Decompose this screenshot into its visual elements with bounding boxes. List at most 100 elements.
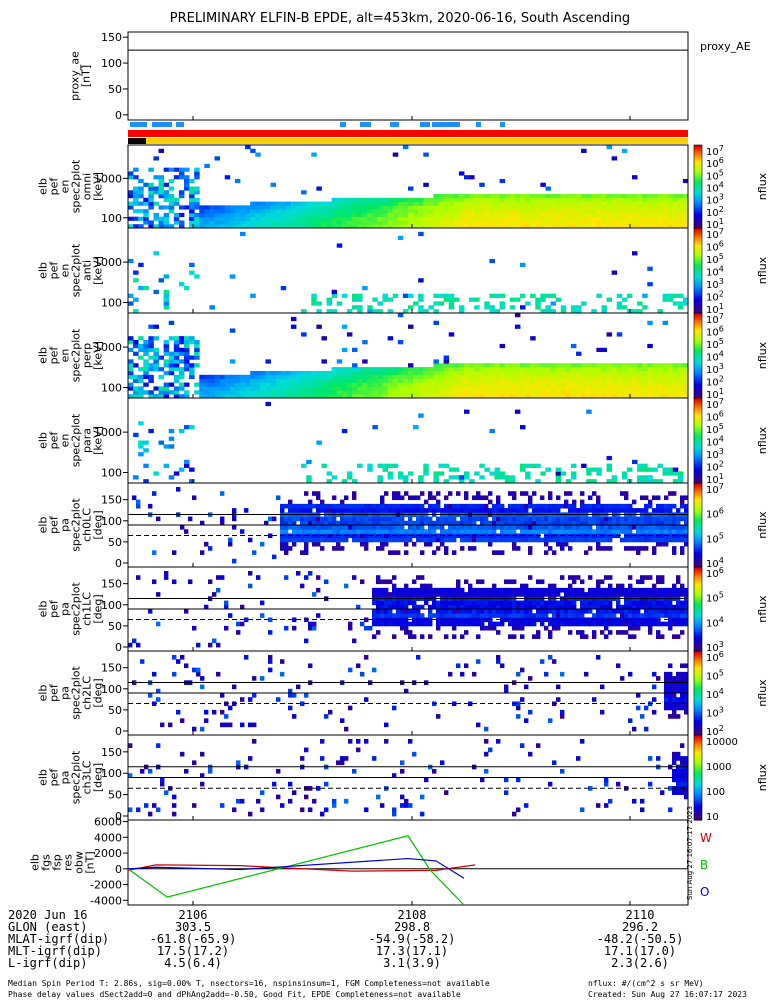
spectrogram-cell	[505, 202, 510, 206]
spectrogram-cell	[612, 592, 616, 597]
spectrogram-cell	[300, 756, 304, 761]
spectrogram-cell	[652, 495, 656, 500]
spectrogram-cell	[286, 202, 291, 206]
spectrogram-cell	[296, 525, 300, 530]
spectrogram-cell	[664, 609, 668, 614]
spectrogram-cell	[632, 546, 636, 551]
spectrogram-cell	[668, 508, 672, 513]
spectrogram-cell	[640, 588, 644, 593]
spectrogram-cell	[398, 340, 403, 344]
spectrogram-cell	[560, 529, 564, 534]
spectrogram-cell	[296, 517, 300, 522]
spectrogram-cell	[230, 390, 235, 394]
spectrogram-cell	[444, 790, 448, 795]
science-zone-mark	[360, 122, 371, 127]
spectrogram-cell	[468, 613, 472, 618]
spectrogram-cell	[627, 202, 632, 206]
colorbar-label: nflux	[756, 595, 769, 623]
spectrogram-cell	[245, 205, 250, 209]
spectrogram-cell	[169, 437, 174, 441]
spectrogram-cell	[607, 194, 612, 198]
spectrogram-cell	[607, 367, 612, 371]
spectrogram-cell	[308, 525, 312, 530]
spectrogram-cell	[392, 622, 396, 627]
spectrogram-cell	[561, 367, 566, 371]
spectrogram-cell	[556, 609, 560, 614]
spectrogram-cell	[512, 812, 516, 817]
spectrogram-cell	[636, 525, 640, 530]
spectrogram-cell	[637, 383, 642, 387]
spectrogram-cell	[271, 375, 276, 379]
spectrogram-cell	[532, 601, 536, 606]
spectrogram-cell	[404, 613, 408, 618]
spectrogram-cell	[572, 622, 576, 627]
spectrogram-cell	[244, 655, 248, 660]
spectrogram-cell	[179, 336, 184, 340]
spectrogram-cell	[492, 622, 496, 627]
science-zone-mark	[176, 122, 184, 127]
spectrogram-cell	[352, 504, 356, 509]
spectrogram-cell	[174, 379, 179, 383]
spectrogram-cell	[372, 529, 376, 534]
spectrogram-cell	[500, 538, 504, 543]
spectrogram-cell	[301, 205, 306, 209]
spectrogram-cell	[332, 294, 337, 298]
spectrogram-cell	[556, 371, 561, 375]
spectrogram-cell	[408, 198, 413, 202]
spectrogram-cell	[448, 672, 452, 677]
spectrogram-cell	[308, 500, 312, 505]
spectrogram-cell	[220, 517, 224, 522]
spectrogram-cell	[673, 379, 678, 383]
spectrogram-cell	[194, 383, 199, 387]
spectrogram-cell	[678, 367, 683, 371]
spectrogram-cell	[561, 198, 566, 202]
spectrogram-cell	[496, 601, 500, 606]
spectrogram-cell	[505, 220, 510, 224]
colorbar-tick-label: 103	[706, 706, 724, 720]
spectrogram-cell	[556, 685, 560, 690]
spectrogram-cell	[524, 508, 528, 513]
spectrogram-cell	[459, 386, 464, 390]
spectrogram-cell	[460, 538, 464, 543]
spectrogram-cell	[673, 209, 678, 213]
spectrogram-cell	[601, 375, 606, 379]
spectrogram-cell	[604, 508, 608, 513]
spectrogram-cell	[464, 205, 469, 209]
spectrogram-cell	[566, 220, 571, 224]
spectrogram-cell	[296, 205, 301, 209]
spectrogram-cell	[148, 202, 153, 206]
spectrogram-cell	[515, 371, 520, 375]
spectrogram-cell	[292, 525, 296, 530]
spectrogram-cell	[504, 517, 508, 522]
spectrogram-cell	[452, 613, 456, 618]
spectrogram-cell	[133, 271, 138, 275]
spectrogram-cell	[520, 379, 525, 383]
spectrogram-cell	[342, 429, 347, 433]
spectrogram-cell	[600, 609, 604, 614]
spectrogram-cell	[591, 220, 596, 224]
spectrogram-cell	[393, 153, 398, 157]
spectrogram-cell	[169, 390, 174, 394]
spectrogram-cell	[372, 425, 377, 429]
spectrogram-cell	[128, 294, 133, 298]
spectrogram-cell	[308, 807, 312, 812]
spectrogram-cell	[174, 356, 179, 360]
spectrogram-cell	[360, 672, 364, 677]
spectrogram-cell	[632, 525, 636, 530]
spectrogram-cell	[208, 579, 212, 584]
spectrogram-cell	[444, 294, 449, 298]
spectrogram-cell	[352, 390, 357, 394]
spectrogram-cell	[571, 198, 576, 202]
spectrogram-cell	[468, 622, 472, 627]
spectrogram-cell	[388, 198, 393, 202]
spectrogram-cell	[332, 213, 337, 217]
spectrogram-cell	[388, 202, 393, 206]
spectrogram-cell	[508, 491, 512, 496]
spectrogram-cell	[660, 542, 664, 547]
spectrogram-cell	[648, 613, 652, 618]
spectrogram-cell	[588, 592, 592, 597]
spectrogram-cell	[545, 205, 550, 209]
spectrogram-cell	[452, 525, 456, 530]
spectrogram-cell	[568, 622, 572, 627]
spectrogram-cell	[536, 609, 540, 614]
